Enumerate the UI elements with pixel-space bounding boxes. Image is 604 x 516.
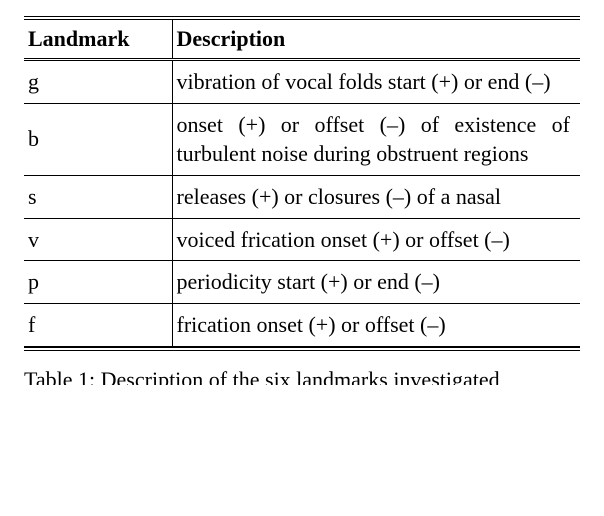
table-header-row: Landmark Description bbox=[24, 20, 580, 60]
table-top-rule: Landmark Description g vibration of voca… bbox=[24, 16, 580, 351]
table-row: s releases (+) or closures (–) of a nasa… bbox=[24, 176, 580, 219]
table-row: f frication onset (+) or offset (–) bbox=[24, 304, 580, 347]
description-cell: voiced frication onset (+) or offset (–) bbox=[172, 218, 580, 261]
landmark-cell: p bbox=[24, 261, 172, 304]
description-cell: frication onset (+) or offset (–) bbox=[172, 304, 580, 347]
table-row: g vibration of vocal folds start (+) or … bbox=[24, 60, 580, 104]
caption-fragment: Table 1: Description of the six landmark… bbox=[24, 367, 580, 385]
landmark-cell: f bbox=[24, 304, 172, 347]
description-cell: onset (+) or offset (–) of existence of … bbox=[172, 103, 580, 175]
col-header-landmark: Landmark bbox=[24, 20, 172, 60]
landmark-table: Landmark Description g vibration of voca… bbox=[24, 20, 580, 347]
table-row: v voiced frication onset (+) or offset (… bbox=[24, 218, 580, 261]
table-row: b onset (+) or offset (–) of existence o… bbox=[24, 103, 580, 175]
col-header-description: Description bbox=[172, 20, 580, 60]
table-row: p periodicity start (+) or end (–) bbox=[24, 261, 580, 304]
description-cell: releases (+) or closures (–) of a nasal bbox=[172, 176, 580, 219]
table-container: Landmark Description g vibration of voca… bbox=[24, 19, 580, 351]
description-cell: periodicity start (+) or end (–) bbox=[172, 261, 580, 304]
landmark-cell: s bbox=[24, 176, 172, 219]
landmark-cell: b bbox=[24, 103, 172, 175]
description-cell: vibration of vocal folds start (+) or en… bbox=[172, 60, 580, 104]
landmark-cell: g bbox=[24, 60, 172, 104]
landmark-cell: v bbox=[24, 218, 172, 261]
